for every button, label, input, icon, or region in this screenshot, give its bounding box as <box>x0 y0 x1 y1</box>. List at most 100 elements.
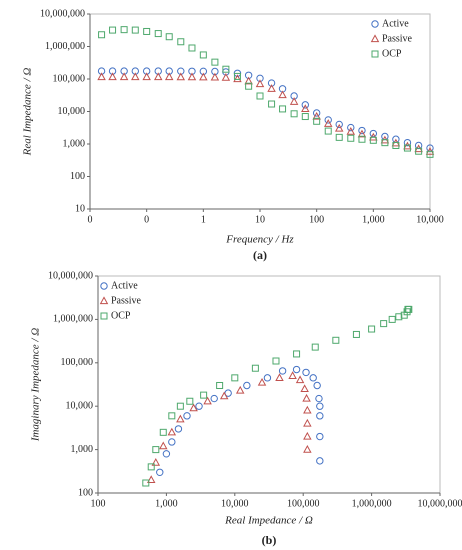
marker <box>200 391 208 399</box>
marker <box>211 58 219 66</box>
marker <box>358 126 366 135</box>
marker <box>312 111 321 120</box>
marker <box>151 458 161 466</box>
y-tick-label: 1,000 <box>71 444 94 455</box>
marker <box>131 26 139 34</box>
marker <box>278 367 287 375</box>
marker <box>380 320 388 328</box>
marker <box>159 428 167 436</box>
marker <box>210 72 220 81</box>
marker <box>313 381 321 390</box>
marker <box>369 136 377 144</box>
marker <box>405 305 413 313</box>
x-tick-label: 0 <box>88 214 93 225</box>
y-tick-label: 10 <box>75 203 85 214</box>
x-tick-label: 1,000 <box>155 498 178 509</box>
marker <box>233 74 242 83</box>
marker <box>403 138 412 147</box>
caption: (b) <box>262 533 277 547</box>
marker <box>368 325 376 333</box>
marker <box>288 371 297 379</box>
marker <box>176 414 185 423</box>
marker <box>323 119 333 127</box>
marker <box>300 384 309 393</box>
y-tick-label: 10,000 <box>58 106 86 117</box>
x-tick-label: 10,000 <box>416 214 444 225</box>
marker <box>263 374 272 382</box>
x-tick-label: 10,000 <box>221 498 249 509</box>
marker <box>147 463 155 471</box>
marker <box>199 51 207 59</box>
y-tick-label: 1,000 <box>63 138 86 149</box>
marker <box>233 72 241 80</box>
marker <box>257 377 267 386</box>
marker <box>222 65 230 73</box>
marker <box>210 394 218 403</box>
x-tick-label: 1,000 <box>362 214 385 225</box>
marker <box>203 396 212 405</box>
legend-label: Passive <box>382 33 413 44</box>
caption: (a) <box>253 248 267 262</box>
marker <box>324 127 332 135</box>
marker <box>302 393 311 402</box>
marker <box>301 104 310 113</box>
marker <box>142 479 150 487</box>
marker <box>309 374 317 382</box>
x-tick-label: 10,000,000 <box>418 498 462 509</box>
marker <box>289 97 299 105</box>
marker <box>176 72 186 81</box>
marker <box>153 72 163 81</box>
marker <box>415 147 423 155</box>
marker <box>293 350 301 358</box>
x-axis-label: Frequency / Hz <box>225 234 294 246</box>
marker <box>231 374 239 382</box>
x-tick-label: 10 <box>255 214 265 225</box>
legend-marker <box>371 50 379 58</box>
marker <box>388 315 396 323</box>
legend-label: Active <box>382 18 409 29</box>
marker <box>315 394 323 403</box>
legend-label: Passive <box>111 295 142 306</box>
x-tick-label: 100 <box>309 214 324 225</box>
marker <box>272 357 280 365</box>
x-tick-label: 1,000,000 <box>352 498 392 509</box>
marker <box>167 427 177 436</box>
marker <box>243 381 251 390</box>
legend-label: OCP <box>382 48 402 59</box>
y-tick-label: 10,000 <box>66 400 94 411</box>
y-tick-label: 100,000 <box>61 357 94 368</box>
marker <box>347 123 355 132</box>
marker <box>255 79 265 88</box>
marker <box>268 100 276 108</box>
marker <box>188 44 196 52</box>
x-axis-label: Real Impedance / Ω <box>224 515 313 527</box>
y-tick-label: 10,000,000 <box>48 270 93 281</box>
marker <box>403 141 412 150</box>
marker <box>278 90 287 99</box>
marker <box>295 375 305 384</box>
marker <box>162 450 171 458</box>
marker <box>267 79 276 87</box>
marker <box>176 402 184 410</box>
marker <box>164 72 174 81</box>
y-axis-label: Real Impedance / Ω <box>22 68 34 157</box>
marker <box>216 381 224 389</box>
marker <box>183 412 191 420</box>
y-axis-label: Imaginary Impedance / Ω <box>30 328 42 442</box>
marker <box>142 72 151 81</box>
marker <box>290 110 298 118</box>
marker <box>221 73 231 81</box>
marker <box>316 457 324 465</box>
marker <box>332 336 340 344</box>
marker <box>303 418 312 427</box>
marker <box>256 74 264 83</box>
marker <box>313 117 321 125</box>
marker <box>119 72 129 81</box>
marker <box>187 72 197 81</box>
marker <box>302 368 310 377</box>
marker <box>275 373 284 381</box>
legend-label: Active <box>111 280 138 291</box>
marker <box>256 92 264 100</box>
marker <box>335 133 343 141</box>
legend-label: OCP <box>111 310 131 321</box>
